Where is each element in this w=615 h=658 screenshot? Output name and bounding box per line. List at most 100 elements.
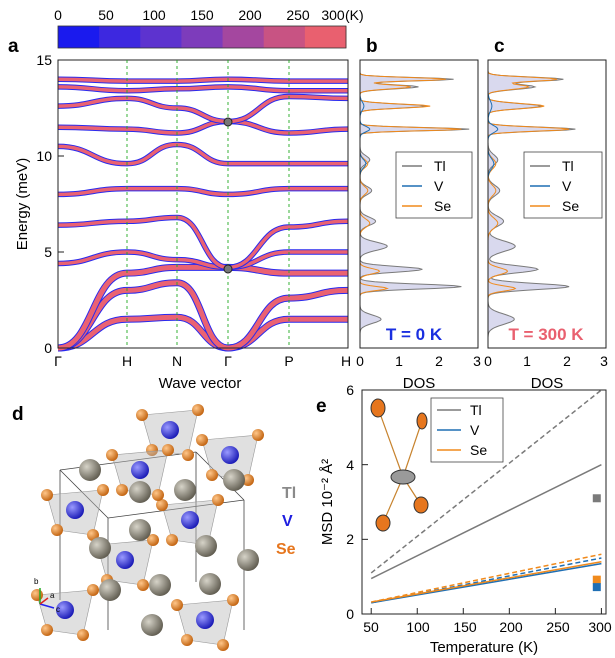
e-ylabel: MSD 10⁻² Å² xyxy=(319,459,336,545)
se-atom xyxy=(87,584,99,596)
a-xlabel: Wave vector xyxy=(159,375,242,392)
c-xtick-0: 0 xyxy=(484,353,492,369)
unit-cell-edge xyxy=(59,469,109,519)
panel-a: a 0 5 10 15 Energy (meV) Γ H N Γ P H Wav… xyxy=(8,36,351,392)
se-atom xyxy=(31,589,43,601)
panel-letter-a: a xyxy=(8,36,19,57)
msd-point-se xyxy=(592,575,601,584)
se-atom xyxy=(217,639,229,651)
se-atom xyxy=(192,404,204,416)
colorbar-segments xyxy=(58,26,347,48)
se-atom xyxy=(152,489,164,501)
c-xtick-2: 2 xyxy=(563,353,571,369)
se-atom xyxy=(41,624,53,636)
msd-line-v xyxy=(371,557,602,604)
species-label-se: Se xyxy=(276,541,296,558)
se-atom xyxy=(182,449,194,461)
degeneracy-point-upper xyxy=(223,117,233,127)
kpoint-h-2: H xyxy=(341,353,351,369)
legend-c-tl: Tl xyxy=(562,158,574,174)
band-line xyxy=(57,85,348,93)
se-atom xyxy=(166,534,178,546)
panel-letter-d: d xyxy=(12,404,24,425)
band-lines xyxy=(57,76,349,352)
legend-c-v: V xyxy=(562,178,572,194)
se-atom xyxy=(212,494,224,506)
e-xtick-300: 300 xyxy=(588,619,612,635)
msd-point-tl xyxy=(592,494,601,503)
tl-atom xyxy=(195,535,217,557)
se-ellipsoid-1 xyxy=(370,398,386,418)
se-atom xyxy=(51,524,63,536)
se-ellipsoid-2 xyxy=(416,412,428,430)
se-atom xyxy=(136,409,148,421)
v-atom xyxy=(161,421,179,439)
tl-atom xyxy=(223,469,245,491)
msd-line-tl xyxy=(370,389,602,574)
v-atom xyxy=(56,601,74,619)
colorbar-segment xyxy=(58,26,100,48)
panel-c: c Tl V Se T = 300 K 0 1 2 3 DOS xyxy=(484,36,608,392)
se-atom xyxy=(252,429,264,441)
axis-b-label: b xyxy=(34,577,39,586)
tl-atom xyxy=(199,573,221,595)
msd-lines xyxy=(370,389,602,604)
colorbar-segment xyxy=(181,26,224,48)
se-atom xyxy=(206,469,218,481)
e-xtick-150: 150 xyxy=(453,619,477,635)
e-xtick-50: 50 xyxy=(363,619,379,635)
panel-d: d Tl V Se b a c xyxy=(12,404,296,651)
legend-box-c xyxy=(523,151,603,219)
band-line xyxy=(57,215,349,270)
thermal-ellipsoid-inset xyxy=(370,398,429,532)
a-ytick-15: 15 xyxy=(36,52,52,68)
msd-line-tl xyxy=(370,463,602,580)
b-xtick-2: 2 xyxy=(435,353,443,369)
tl-atom xyxy=(149,574,171,596)
msd-line-v xyxy=(371,562,602,604)
colorbar-segment xyxy=(304,26,347,48)
v-atom xyxy=(196,611,214,629)
colorbar-tick-300: 300 xyxy=(321,7,345,23)
a-ylabel: Energy (meV) xyxy=(14,158,31,251)
legend-e-tl: Tl xyxy=(470,402,482,418)
band-line xyxy=(57,77,348,83)
species-label-v: V xyxy=(282,513,293,530)
colorbar-tick-250: 250 xyxy=(286,7,310,23)
tl-ellipsoid xyxy=(390,469,416,485)
kpoint-n: N xyxy=(172,353,182,369)
msd-line-se xyxy=(371,560,602,603)
legend-b-tl: Tl xyxy=(434,158,446,174)
se-ellipsoid-4 xyxy=(413,496,429,514)
e-xtick-250: 250 xyxy=(546,619,570,635)
kpoint-gamma-1: Γ xyxy=(54,353,62,369)
tl-atom xyxy=(89,537,111,559)
colorbar-tick-0: 0 xyxy=(54,7,62,23)
panel-b: b Tl V Se T = 0 K 0 1 2 3 DOS xyxy=(356,36,481,392)
colorbar-tick-50: 50 xyxy=(98,7,114,23)
colorbar-tick-100: 100 xyxy=(142,7,166,23)
e-xtick-100: 100 xyxy=(406,619,430,635)
legend-c-se: Se xyxy=(562,198,579,214)
legend-e-v: V xyxy=(470,422,480,438)
se-atom xyxy=(146,444,158,456)
colorbar-segment xyxy=(140,26,182,48)
msd-line-se xyxy=(371,553,602,603)
tl-atom xyxy=(141,614,163,636)
kpoint-gamma-2: Γ xyxy=(224,353,232,369)
se-atom xyxy=(106,449,118,461)
tl-atom xyxy=(174,479,196,501)
v-atom xyxy=(181,511,199,529)
c-xtick-3: 3 xyxy=(600,353,608,369)
e-ytick-2: 2 xyxy=(346,531,354,547)
v-atom xyxy=(116,551,134,569)
legend-b-v: V xyxy=(434,178,444,194)
se-atom xyxy=(181,634,193,646)
axis-a-label: a xyxy=(50,591,55,600)
panel-letter-e: e xyxy=(316,396,327,417)
band-line xyxy=(57,264,348,351)
kpoint-p: P xyxy=(284,353,293,369)
colorbar-tick-150: 150 xyxy=(190,7,214,23)
dos-fill-tl xyxy=(360,60,470,348)
